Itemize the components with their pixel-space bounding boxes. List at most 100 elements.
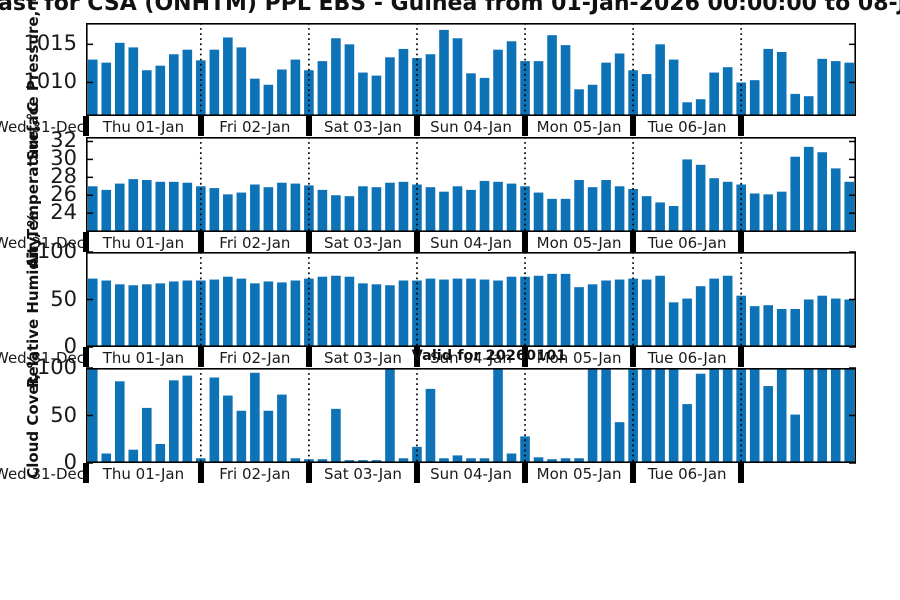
bar bbox=[250, 184, 260, 232]
bar bbox=[141, 70, 152, 116]
day-separator bbox=[630, 347, 637, 367]
day-separator bbox=[197, 116, 204, 136]
bar bbox=[128, 47, 139, 116]
day-label: Sun 04-Jan bbox=[430, 465, 512, 483]
chart-plot-area bbox=[86, 367, 857, 464]
bar bbox=[601, 280, 611, 347]
day-label: Thu 01-Jan bbox=[102, 465, 185, 483]
bar bbox=[290, 59, 301, 116]
bar bbox=[87, 278, 98, 347]
day-separator bbox=[630, 116, 637, 136]
bar bbox=[182, 375, 193, 463]
bar bbox=[641, 368, 652, 463]
bar bbox=[425, 187, 436, 232]
day-separator bbox=[630, 232, 637, 252]
bar bbox=[317, 459, 328, 463]
day-separator bbox=[413, 347, 420, 367]
y-tick-label: 50 bbox=[50, 402, 77, 427]
bar bbox=[614, 186, 625, 232]
bar bbox=[709, 178, 719, 232]
bar bbox=[128, 449, 139, 463]
day-separator bbox=[738, 232, 745, 252]
bar bbox=[533, 275, 544, 347]
bar bbox=[452, 455, 463, 463]
bar bbox=[141, 284, 152, 347]
bar bbox=[304, 70, 314, 116]
bar bbox=[263, 187, 274, 232]
bar bbox=[317, 276, 328, 347]
day-label: Sat 03-Jan bbox=[324, 234, 402, 252]
day-separator bbox=[83, 463, 89, 483]
bar bbox=[277, 69, 287, 116]
bar bbox=[182, 49, 193, 116]
bar bbox=[169, 181, 179, 232]
y-tick-label: 24 bbox=[50, 200, 77, 225]
bar bbox=[614, 279, 625, 347]
bar bbox=[601, 180, 611, 232]
day-label: Mon 05-Jan bbox=[536, 234, 622, 252]
day-separator bbox=[522, 116, 529, 136]
bar bbox=[223, 395, 233, 463]
bar bbox=[466, 73, 476, 116]
bar bbox=[479, 279, 490, 347]
bar bbox=[736, 295, 746, 347]
bar bbox=[587, 284, 598, 347]
y-tick-label: 32 bbox=[50, 128, 77, 153]
bar bbox=[398, 48, 409, 116]
bar bbox=[641, 196, 652, 232]
bar bbox=[695, 373, 706, 463]
bar bbox=[547, 273, 557, 347]
bar bbox=[141, 407, 152, 463]
day-label: Sat 03-Jan bbox=[324, 118, 402, 136]
bar bbox=[439, 458, 449, 463]
bar bbox=[466, 278, 476, 347]
bar bbox=[533, 457, 544, 463]
day-separator bbox=[83, 232, 89, 252]
bar bbox=[331, 38, 341, 116]
bar bbox=[844, 181, 855, 232]
bar bbox=[263, 410, 274, 463]
bar bbox=[763, 305, 773, 347]
bar bbox=[87, 186, 98, 232]
y-tick-label: 28 bbox=[50, 164, 77, 189]
bar bbox=[749, 193, 760, 232]
bar bbox=[844, 62, 855, 116]
bar bbox=[614, 53, 625, 116]
bar bbox=[155, 181, 166, 232]
bar bbox=[344, 276, 355, 347]
bar bbox=[587, 84, 598, 116]
bar bbox=[331, 408, 341, 463]
axes-border bbox=[86, 368, 857, 464]
bar bbox=[479, 458, 490, 463]
y-tick-label: 0 bbox=[63, 450, 77, 474]
day-label: Thu 01-Jan bbox=[102, 349, 185, 367]
y-tick-label: 100 bbox=[36, 239, 77, 263]
bar bbox=[668, 206, 679, 232]
bar bbox=[317, 189, 328, 232]
bar bbox=[493, 49, 503, 116]
bar bbox=[763, 48, 773, 116]
bar bbox=[479, 180, 490, 232]
bar bbox=[803, 96, 814, 116]
bar bbox=[709, 278, 719, 347]
bar bbox=[830, 61, 841, 116]
bar bbox=[776, 191, 787, 232]
bar bbox=[101, 62, 112, 116]
bar bbox=[385, 368, 395, 463]
bar bbox=[790, 93, 801, 116]
bar bbox=[114, 284, 125, 347]
bar bbox=[398, 458, 409, 463]
bar bbox=[587, 187, 598, 232]
bar bbox=[101, 280, 112, 347]
bar bbox=[722, 181, 733, 232]
day-separator bbox=[413, 463, 420, 483]
bar bbox=[263, 84, 274, 116]
bar bbox=[533, 61, 544, 116]
bar bbox=[803, 146, 814, 232]
bar bbox=[574, 89, 584, 116]
bar bbox=[358, 283, 368, 347]
bar bbox=[466, 458, 476, 463]
bar bbox=[547, 459, 557, 463]
bar bbox=[452, 186, 463, 232]
